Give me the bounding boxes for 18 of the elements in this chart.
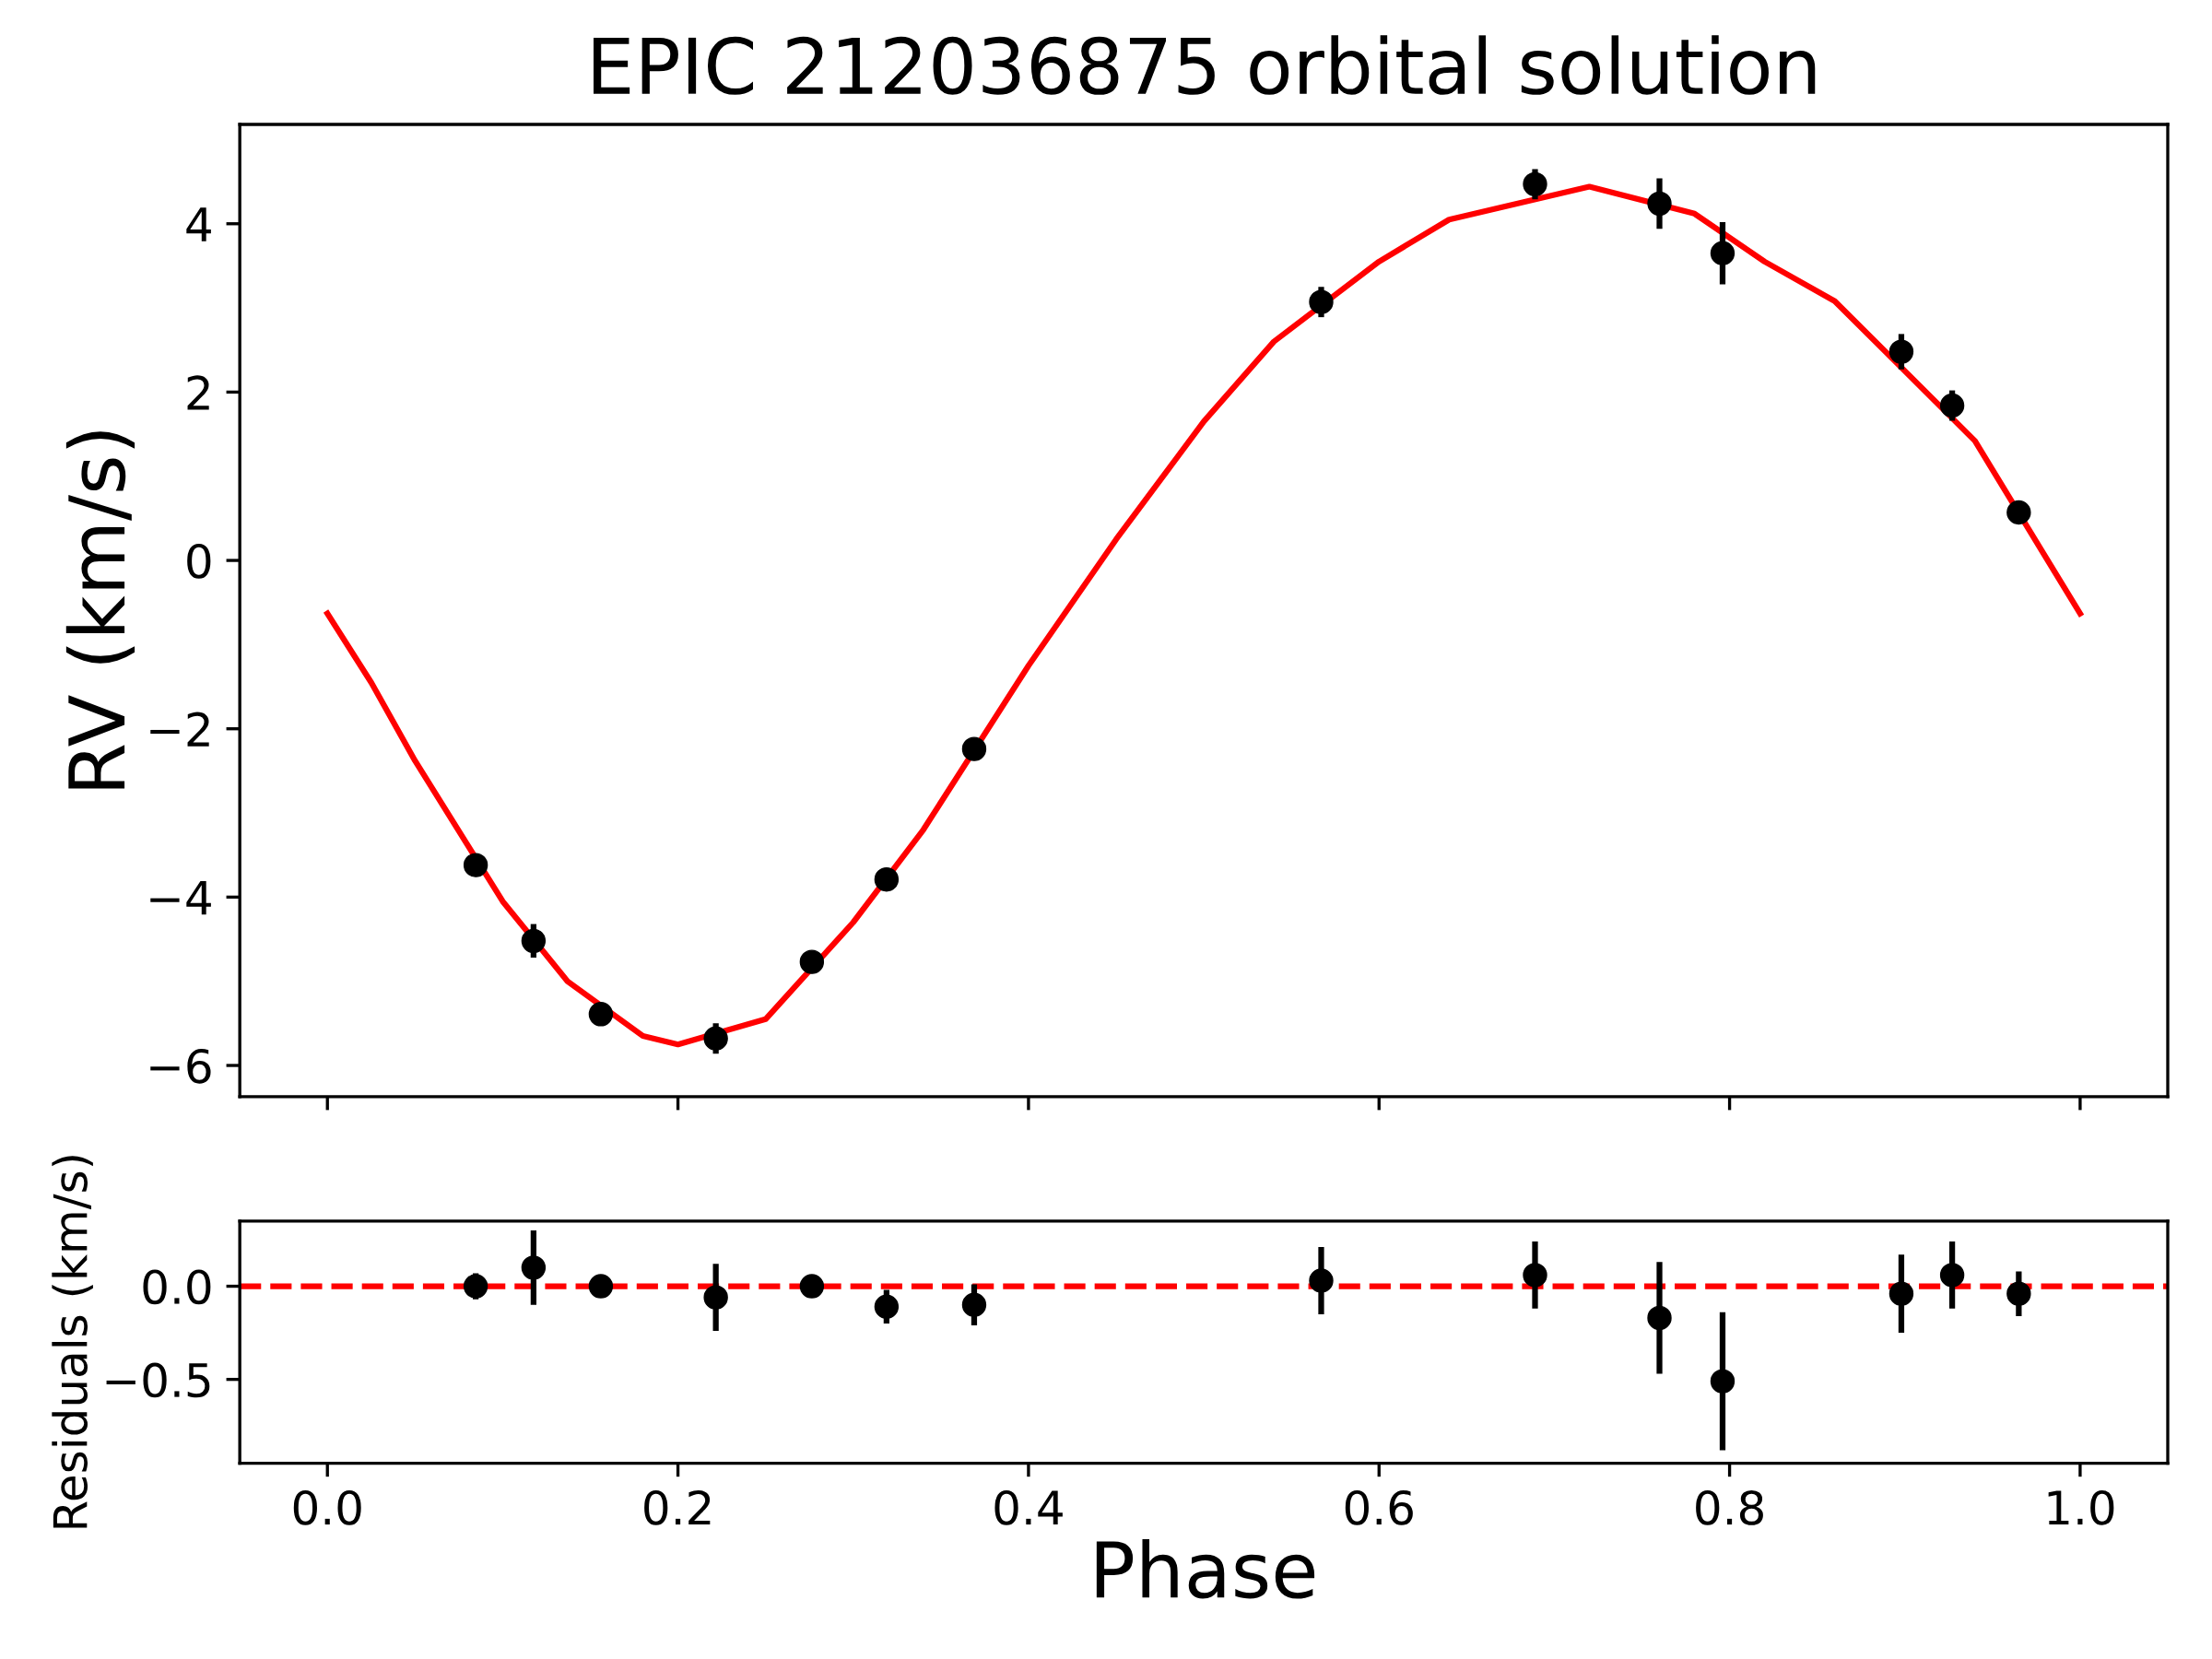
x-tick-label: 0.4 [994,1489,1063,1525]
x-tick-label: 0.6 [1345,1489,1413,1525]
x-axis-title: Phase [1096,1539,1315,1599]
y-tick-label: −4 [150,880,211,915]
y-tick-label: 0 [187,543,211,579]
y-tick-label: −6 [150,1048,211,1084]
y-tick-label: 0.0 [143,1269,211,1305]
x-tick-label: 0.2 [644,1489,711,1525]
y-tick-label: 4 [186,207,211,241]
y-axis-title: Residuals (km/s) [52,1156,93,1528]
y-tick-label: −2 [150,712,209,747]
x-tick-label: 1.0 [2048,1489,2114,1525]
x-tick-label: 0.8 [1696,1489,1763,1525]
chart-title: EPIC 212036875 orbital solution [594,35,1816,95]
y-tick-label: 2 [187,375,209,410]
y-axis-title: RV (km/s) [65,431,135,789]
x-tick-label: 0.0 [293,1489,361,1525]
y-tick-label: −0.5 [106,1362,210,1398]
